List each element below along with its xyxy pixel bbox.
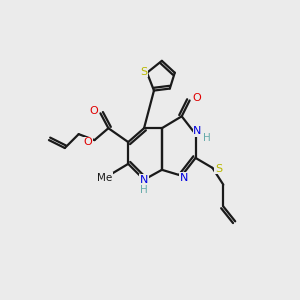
Text: N: N (140, 175, 148, 185)
Text: N: N (179, 173, 188, 183)
Text: S: S (140, 67, 148, 77)
Text: N: N (194, 126, 202, 136)
Text: O: O (83, 137, 92, 147)
Text: S: S (215, 164, 222, 174)
Text: H: H (140, 184, 148, 195)
Text: Me: Me (97, 173, 112, 183)
Text: O: O (192, 94, 201, 103)
Text: O: O (89, 106, 98, 116)
Text: H: H (202, 133, 210, 143)
